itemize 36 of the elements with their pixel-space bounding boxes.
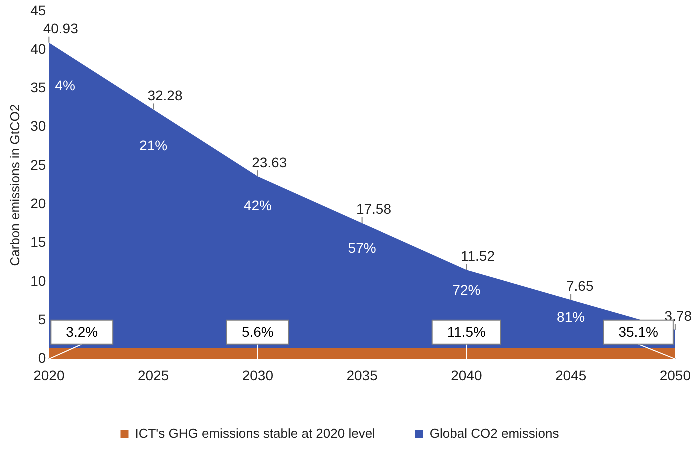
legend-label: Global CO2 emissions [430,426,560,442]
y-tick-label: 15 [30,234,46,250]
y-tick-label: 10 [30,272,46,289]
annotation: 21% [140,138,168,154]
data-label: 17.58 [356,201,392,218]
y-tick-label: 35 [30,80,46,96]
x-tick-label: 2025 [138,367,170,384]
y-tick-label: 40 [30,40,46,57]
y-axis-title: Carbon emissions in GtCO2 [7,104,22,266]
legend-label: ICT's GHG emissions stable at 2020 level [135,426,376,442]
data-label: 32.28 [148,88,183,104]
annotation: 3.2% [66,324,98,340]
data-label: 23.63 [252,154,288,170]
annotation: 35.1% [618,324,658,340]
x-tick-label: 2020 [34,367,65,384]
data-label: 40.93 [43,20,79,37]
data-label: 7.65 [566,278,594,294]
y-tick-label: 20 [30,195,46,212]
y-tick-label: 25 [30,156,46,173]
x-tick-label: 2030 [242,367,274,384]
y-tick-label: 45 [30,2,46,18]
x-tick-label: 2050 [660,367,692,384]
annotation: 4% [55,77,76,94]
y-tick-label: 0 [38,350,46,366]
annotation: 81% [557,308,586,325]
y-tick-label: 30 [30,118,46,134]
data-label: 11.52 [461,248,496,264]
annotation: 5.6% [242,324,274,340]
x-tick-label: 2045 [555,367,587,384]
annotation: 42% [244,198,272,214]
x-tick-label: 2035 [346,367,378,384]
annotation: 72% [452,282,481,298]
x-tick-label: 2040 [451,367,482,384]
annotation: 11.5% [447,324,486,340]
annotation: 57% [348,240,376,256]
y-tick-label: 5 [38,311,46,328]
